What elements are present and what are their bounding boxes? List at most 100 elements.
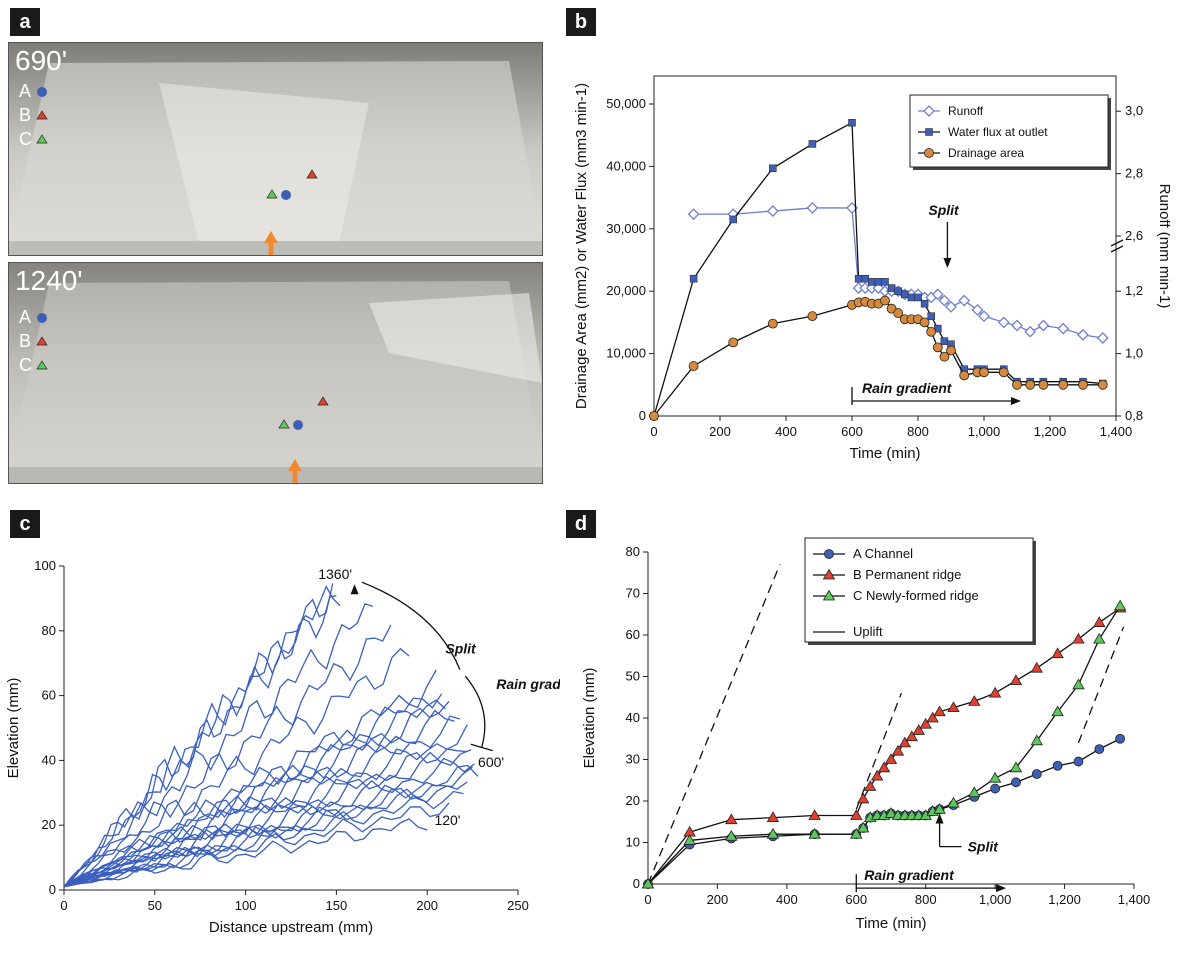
profile-line — [63, 818, 428, 888]
data-point — [689, 274, 698, 283]
data-point — [884, 807, 898, 818]
data-point — [641, 877, 655, 889]
y-tick-label: 0 — [639, 408, 646, 423]
data-point — [861, 274, 869, 283]
data-point — [947, 796, 960, 808]
data-point — [926, 326, 937, 337]
panel-b-tag: b — [566, 8, 596, 36]
data-point — [912, 724, 925, 735]
rain-gradient-arrow-head — [1011, 397, 1021, 405]
data-point — [729, 215, 737, 224]
legend-box — [909, 94, 1109, 168]
y-axis-label: Elevation (mm) — [5, 678, 22, 779]
data-point — [1115, 733, 1126, 744]
y-tick-label: 0 — [49, 882, 56, 897]
x-tick-label: 150 — [326, 898, 348, 913]
data-point — [1073, 756, 1084, 767]
y-tick-label: 40 — [42, 752, 56, 767]
data-point — [1093, 632, 1106, 644]
data-point — [1078, 379, 1088, 390]
data-point — [1094, 744, 1105, 755]
profile-line — [63, 669, 437, 888]
y-tick-label: 50 — [626, 669, 640, 684]
data-point — [933, 705, 946, 717]
x-tick-label: 100 — [235, 898, 257, 913]
data-point — [1009, 674, 1023, 686]
landscape-render-690 — [9, 43, 542, 255]
data-point — [1011, 777, 1021, 788]
data-point — [1031, 769, 1042, 779]
panel-c-tag: c — [10, 510, 40, 538]
x-tick-label: 1,000 — [979, 892, 1012, 907]
data-point — [766, 811, 780, 823]
x-tick-label: 600 — [841, 424, 863, 439]
data-point — [919, 717, 932, 729]
legend-label: Uplift — [853, 624, 883, 639]
data-point — [687, 208, 700, 221]
y-tick-label: 10,000 — [606, 346, 646, 361]
legend-marker — [822, 568, 836, 580]
y-tick-label: 60 — [626, 627, 640, 642]
x-tick-label: 1,200 — [1034, 424, 1067, 439]
y-tick-label: 30,000 — [606, 221, 646, 236]
data-point — [1030, 661, 1043, 673]
landscape-photo-690: 690' A B C — [8, 42, 543, 256]
data-point — [807, 311, 818, 322]
profile-line — [63, 595, 337, 888]
series-line — [647, 605, 1121, 885]
point-b-label: B — [19, 105, 32, 125]
panel-a-tag: a — [10, 8, 40, 36]
profile-line — [63, 699, 446, 888]
legend-marker — [923, 105, 935, 117]
legend-label: A Channel — [853, 546, 913, 561]
data-point — [725, 813, 738, 825]
x-tick-label: 800 — [907, 424, 929, 439]
data-point — [848, 118, 856, 127]
y2-tick-label: 2,8 — [1125, 166, 1143, 181]
profile-line — [63, 749, 472, 888]
data-point — [1077, 328, 1089, 341]
data-point — [877, 761, 891, 773]
axis-break-mark — [1110, 245, 1124, 253]
uplift-dashed-line — [855, 692, 903, 810]
data-point — [1057, 322, 1070, 335]
profile-line — [63, 602, 373, 888]
data-point — [887, 284, 896, 292]
data-point — [927, 312, 935, 320]
x-tick-label: 0 — [644, 892, 651, 907]
x-tick-label: 250 — [507, 898, 529, 913]
x-tick-label: 1,400 — [1100, 424, 1133, 439]
y2-tick-label: 1,2 — [1125, 283, 1143, 298]
data-point — [933, 803, 946, 814]
x-tick-label: 1,200 — [1048, 892, 1081, 907]
data-point — [919, 317, 930, 328]
plot-frame — [653, 75, 1117, 417]
data-point — [850, 827, 863, 839]
legend-label: B Permanent ridge — [853, 567, 961, 582]
data-point — [808, 809, 821, 820]
legend-marker — [924, 148, 934, 158]
series-line — [693, 207, 1103, 339]
y-tick-label: 40,000 — [606, 158, 646, 173]
data-point — [959, 370, 970, 381]
legend-marker — [822, 589, 836, 601]
y-axis-label: Elevation (mm) — [581, 668, 598, 769]
data-point — [806, 202, 819, 214]
axis-break-mark — [1110, 239, 1124, 247]
profile-line — [63, 709, 455, 888]
data-point — [968, 786, 981, 798]
data-point — [1012, 379, 1022, 390]
rain-gradient-annotation: Rain gradient — [864, 867, 955, 883]
data-point — [907, 293, 916, 302]
y-axis-label: Drainage Area (mm2) or Water Flux (mm3 m… — [573, 83, 590, 409]
data-point — [947, 701, 960, 713]
y-tick-label: 0 — [633, 876, 640, 891]
y2-tick-label: 1,0 — [1125, 346, 1143, 361]
photo-time-label: 1240' — [15, 265, 83, 296]
profile-line — [63, 748, 468, 888]
data-point — [1097, 379, 1108, 390]
split-annotation: Split — [968, 839, 1000, 855]
data-point — [1009, 761, 1023, 773]
legend-box — [804, 537, 1034, 643]
legend-label: C Newly-formed ridge — [853, 588, 979, 603]
